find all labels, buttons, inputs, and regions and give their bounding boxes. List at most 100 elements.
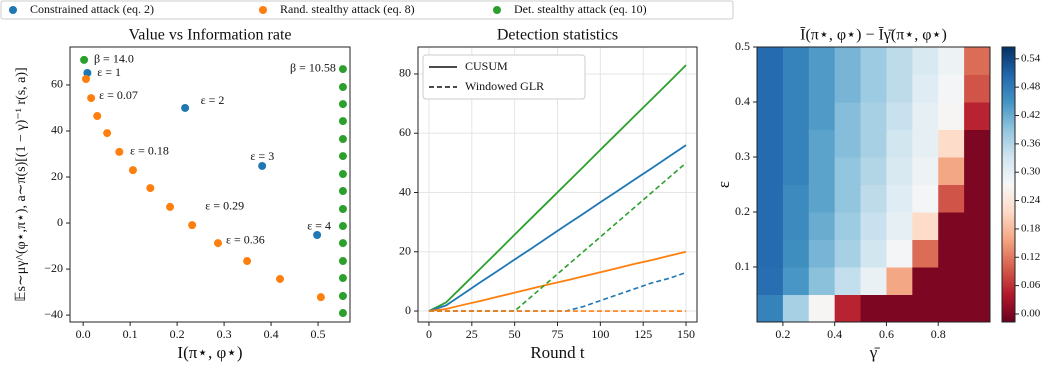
cell <box>938 102 965 130</box>
cell <box>938 47 965 75</box>
cell <box>782 157 810 185</box>
x-tick-label: 0.8 <box>931 327 946 341</box>
point <box>338 187 347 196</box>
annotation: ε = 0.36 <box>226 233 265 247</box>
legend-marker <box>493 6 501 14</box>
point <box>81 74 90 83</box>
x-axis-label: Round t <box>530 343 585 362</box>
chart-title: Detection statistics <box>497 27 618 44</box>
colorbar-tick-label: 0.36 <box>1021 137 1041 149</box>
cell <box>808 129 836 158</box>
y-tick-label: 20 <box>399 244 411 258</box>
y-tick-label: 0.5 <box>735 39 750 53</box>
x-tick-label: 0.4 <box>264 327 279 341</box>
x-tick-label: 150 <box>677 327 695 341</box>
point <box>338 65 347 74</box>
annotation: ε = 0.29 <box>205 199 244 213</box>
cell <box>834 129 862 158</box>
point <box>316 293 325 302</box>
point <box>338 291 347 300</box>
point <box>313 231 322 240</box>
cell <box>808 102 836 130</box>
point <box>83 69 92 78</box>
cell <box>757 47 784 75</box>
cell <box>886 184 913 213</box>
cell <box>782 294 810 322</box>
cell <box>860 267 887 295</box>
x-tick-label: 75 <box>552 327 564 341</box>
legend-marker <box>259 6 267 14</box>
cell <box>808 239 836 268</box>
point <box>338 100 347 109</box>
cell <box>860 47 887 75</box>
point <box>338 274 347 283</box>
cell <box>834 157 862 185</box>
cell <box>834 294 862 322</box>
cell <box>964 184 990 213</box>
axes-frame <box>69 46 351 323</box>
point <box>128 166 137 175</box>
cell <box>938 184 965 213</box>
cell <box>808 294 836 322</box>
chart-title: Ī(π⋆, φ⋆) − Īγ̄(π⋆, φ⋆) <box>800 27 947 44</box>
legend-box <box>422 54 586 100</box>
annotation: ε = 0.07 <box>99 88 138 102</box>
x-tick-label: 0.2 <box>170 327 185 341</box>
x-tick-label: 100 <box>591 327 609 341</box>
point <box>213 239 222 248</box>
cell <box>938 294 965 322</box>
cell <box>808 47 836 75</box>
cell <box>886 74 913 103</box>
y-tick-label: 20 <box>51 169 63 183</box>
y-axis-label: 𝔼s∼μγ^(φ⋆,π⋆), a∼π(s)[(1 − γ)⁻¹ r(s, a)] <box>14 67 29 301</box>
line <box>428 144 687 312</box>
colorbar-tick-label: 0.18 <box>1021 222 1041 234</box>
cell <box>912 212 939 240</box>
point <box>80 55 89 64</box>
point <box>146 184 155 193</box>
x-tick-label: 0.5 <box>311 327 326 341</box>
point <box>338 117 347 126</box>
cell <box>912 239 939 268</box>
annotation: ε = 4 <box>307 219 331 233</box>
annotation: ε = 0.18 <box>130 144 169 158</box>
cell <box>938 267 965 295</box>
x-tick-label: 50 <box>509 327 521 341</box>
legend-box <box>0 0 734 20</box>
cell <box>860 157 887 185</box>
cell <box>782 47 810 75</box>
x-tick-label: 125 <box>634 327 652 341</box>
cell <box>757 212 784 240</box>
chart-title: Value vs Information rate <box>128 27 291 44</box>
legend-label: Rand. stealthy attack (eq. 8) <box>280 2 415 16</box>
cell <box>808 157 836 185</box>
cell <box>886 212 913 240</box>
annotation: ε = 1 <box>97 65 121 79</box>
y-axis-label: ε <box>714 181 733 188</box>
cell <box>964 129 990 158</box>
y-tick-label: 40 <box>51 123 63 137</box>
point <box>93 112 102 121</box>
cell <box>912 294 939 322</box>
cell <box>757 74 784 103</box>
cell <box>834 184 862 213</box>
point <box>338 222 347 231</box>
annotation: ε = 3 <box>250 149 274 163</box>
point <box>115 147 124 156</box>
cell <box>912 129 939 158</box>
y-tick-label: 0.2 <box>735 204 750 218</box>
colorbar-tick-label: 0.06 <box>1021 279 1041 291</box>
heatmap <box>757 47 990 322</box>
cell <box>757 102 784 130</box>
axes-frame <box>756 46 991 323</box>
cell <box>808 74 836 103</box>
cell <box>964 267 990 295</box>
line <box>428 64 687 312</box>
cell <box>757 267 784 295</box>
legend-marker <box>9 6 17 14</box>
legend-label: CUSUM <box>465 59 508 73</box>
y-tick-label: 40 <box>399 184 411 198</box>
x-tick-label: 0.6 <box>879 327 894 341</box>
cell <box>860 129 887 158</box>
